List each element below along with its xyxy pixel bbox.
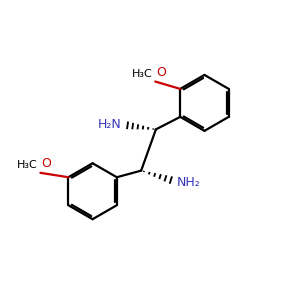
Text: O: O <box>156 66 166 79</box>
Text: H₂N: H₂N <box>98 118 122 131</box>
Text: H₃C: H₃C <box>17 160 38 170</box>
Text: H₃C: H₃C <box>132 69 153 79</box>
Text: O: O <box>41 157 51 170</box>
Text: NH₂: NH₂ <box>176 176 200 189</box>
